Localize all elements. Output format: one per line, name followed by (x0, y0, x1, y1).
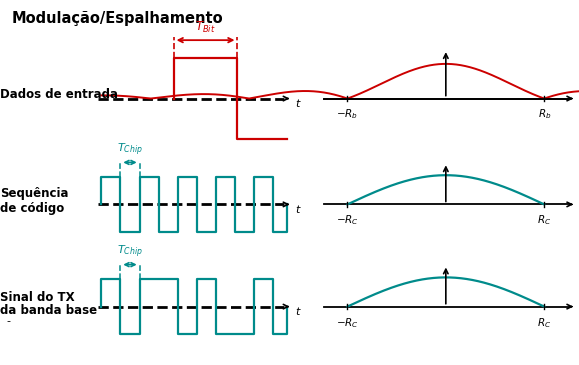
Text: Dados de entrada: Dados de entrada (0, 88, 118, 101)
Text: t: t (295, 307, 300, 317)
Text: $T_{Chip}$: $T_{Chip}$ (117, 142, 143, 158)
Text: Sinal do TX: Sinal do TX (0, 291, 75, 304)
Text: $-R_C$: $-R_C$ (336, 214, 359, 227)
Text: t: t (295, 99, 300, 109)
Text: t: t (295, 205, 300, 215)
Text: $T_{Chip}$: $T_{Chip}$ (117, 244, 143, 260)
Text: $T_{Bit}$: $T_{Bit}$ (195, 20, 216, 35)
Text: $R_b$: $R_b$ (537, 108, 551, 122)
Text: da banda base: da banda base (0, 304, 97, 317)
Text: Sequência: Sequência (0, 187, 68, 200)
Text: $R_C$: $R_C$ (537, 214, 551, 227)
Text: $-R_C$: $-R_C$ (336, 316, 359, 330)
Text: Modulação/Espalhamento: Modulação/Espalhamento (12, 11, 223, 26)
Text: de código: de código (0, 201, 64, 215)
Text: $-R_b$: $-R_b$ (336, 108, 358, 122)
Text: $R_C$: $R_C$ (537, 316, 551, 330)
Text: -: - (0, 316, 11, 326)
